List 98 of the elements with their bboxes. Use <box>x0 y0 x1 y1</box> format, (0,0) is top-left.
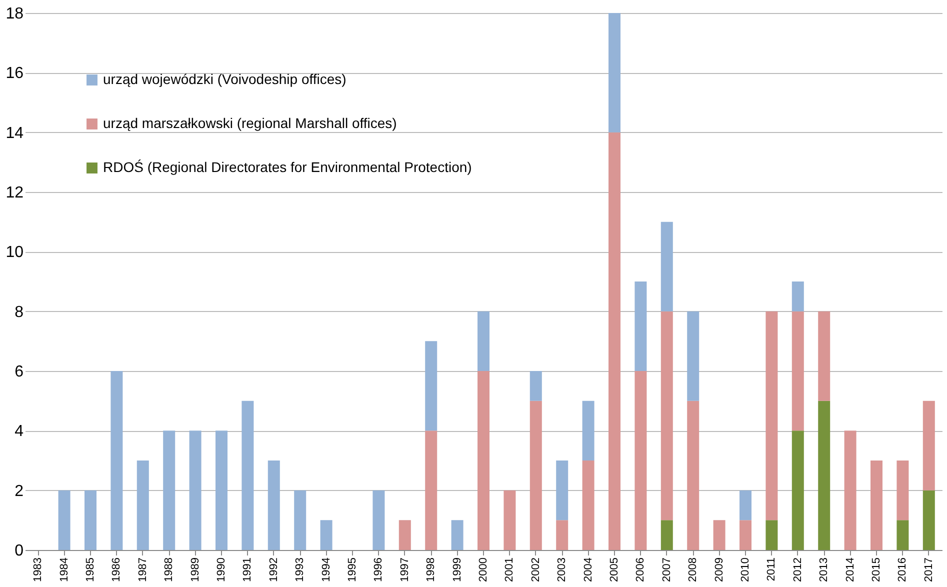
x-tick-label: 1989 <box>189 558 202 582</box>
bar <box>478 371 490 550</box>
x-tick-label: 1995 <box>346 558 358 582</box>
bar <box>766 520 778 550</box>
x-tick-label: 1996 <box>372 558 385 582</box>
y-tick-label: 8 <box>14 304 24 321</box>
bar <box>740 520 752 550</box>
bar <box>320 520 332 550</box>
bar <box>792 282 804 312</box>
x-tick-label: 1997 <box>398 558 411 582</box>
bar <box>294 490 306 550</box>
x-tick-label: 1986 <box>110 558 123 582</box>
bar <box>84 490 96 550</box>
x-tick-label: 2008 <box>687 558 700 582</box>
x-tick-label: 1991 <box>242 558 254 582</box>
bar <box>556 460 568 520</box>
bar <box>216 430 228 550</box>
bar <box>792 311 804 431</box>
bar <box>372 490 385 550</box>
x-tick-label: 1983 <box>32 558 44 582</box>
bar <box>582 460 594 550</box>
x-tick-label: 1994 <box>320 558 332 582</box>
x-tick-label: 2010 <box>740 558 752 582</box>
y-tick-label: 14 <box>6 124 24 142</box>
bar <box>660 222 673 312</box>
x-tick-label: 2017 <box>922 558 935 582</box>
bar <box>896 460 909 520</box>
bar <box>556 520 568 550</box>
x-tick-label: 1992 <box>268 558 280 582</box>
x-tick-label: 2004 <box>582 558 594 582</box>
x-tick-label: 1988 <box>163 558 176 582</box>
legend-label: urząd marszałkowski (regional Marshall offices) <box>103 115 397 131</box>
bar <box>136 460 149 550</box>
bar <box>425 430 438 550</box>
bar <box>634 371 647 550</box>
legend-label: RDOŚ (Regional Directorates for Environmental Protection) <box>103 159 472 175</box>
bar <box>451 520 464 550</box>
bar <box>398 520 411 550</box>
y-tick-label: 0 <box>14 542 24 560</box>
bar <box>660 311 673 520</box>
y-tick-label: 6 <box>14 364 24 380</box>
bar <box>530 400 542 550</box>
bar <box>896 520 909 550</box>
y-tick-label: 10 <box>6 244 24 262</box>
y-tick-label: 2 <box>14 482 24 500</box>
x-tick-label: 1985 <box>84 558 96 582</box>
y-tick-label: 4 <box>14 423 24 440</box>
bar <box>110 371 123 550</box>
x-tick-label: 2015 <box>870 558 882 582</box>
bar <box>687 311 700 401</box>
x-tick-label: 2003 <box>556 558 568 582</box>
bar <box>58 490 70 550</box>
x-tick-label: 1993 <box>294 558 306 582</box>
bar <box>792 430 804 550</box>
bar <box>922 490 935 550</box>
x-tick-label: 2014 <box>844 558 856 582</box>
x-tick-label: 2009 <box>713 558 726 582</box>
bar <box>870 460 882 550</box>
x-tick-label: 2005 <box>608 558 620 582</box>
y-tick-label: 16 <box>6 65 24 82</box>
bar <box>922 400 935 490</box>
bar <box>740 490 752 520</box>
x-tick-label: 1990 <box>216 558 228 582</box>
x-tick-label: 1998 <box>425 558 438 582</box>
x-tick-label: 2001 <box>504 558 516 582</box>
x-tick-label: 2000 <box>478 558 490 582</box>
x-tick-label: 2012 <box>792 558 804 582</box>
bar <box>268 460 280 550</box>
bar <box>818 400 830 550</box>
bar <box>530 371 542 401</box>
bar <box>608 132 620 550</box>
bar <box>163 430 176 550</box>
x-tick-label: 2006 <box>634 558 647 582</box>
x-tick-label: 2007 <box>660 558 673 582</box>
bar <box>713 520 726 550</box>
x-tick-label: 2011 <box>766 558 778 582</box>
bar <box>189 430 202 550</box>
bar <box>687 400 700 550</box>
x-tick-label: 1984 <box>58 558 70 582</box>
bar <box>660 520 673 550</box>
y-tick-label: 18 <box>6 6 24 22</box>
bar <box>425 341 438 431</box>
bar <box>582 400 594 460</box>
bar <box>478 311 490 371</box>
x-tick-label: 1999 <box>451 558 464 582</box>
bar <box>242 400 254 550</box>
bar <box>504 490 516 550</box>
x-tick-label: 1987 <box>136 558 149 582</box>
bar <box>634 282 647 371</box>
bar <box>608 13 620 132</box>
x-tick-label: 2002 <box>530 558 542 582</box>
bar <box>766 311 778 520</box>
y-tick-label: 12 <box>6 184 24 202</box>
x-tick-label: 2016 <box>896 558 909 582</box>
legend-label: urząd wojewódzki (Voivodeship offices) <box>103 71 346 87</box>
x-tick-label: 2013 <box>818 558 830 582</box>
bar <box>818 311 830 401</box>
bar <box>844 430 856 550</box>
